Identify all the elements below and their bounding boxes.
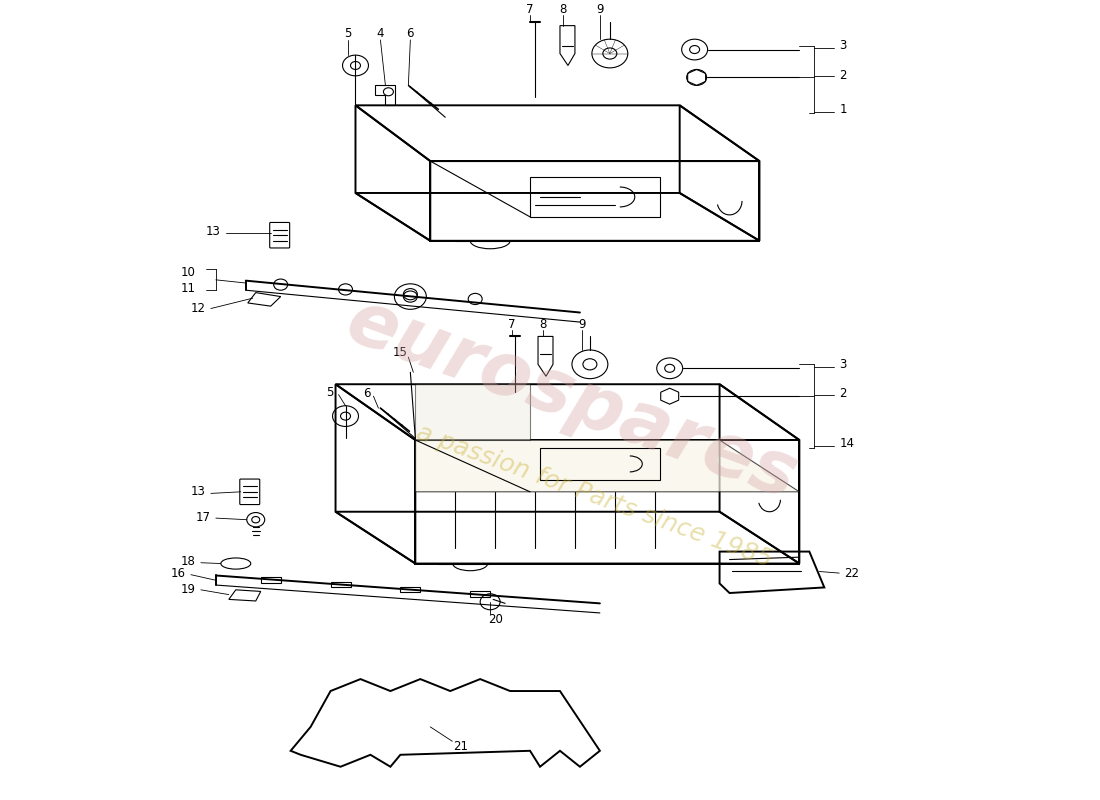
Text: 20: 20 <box>487 613 503 626</box>
Polygon shape <box>416 440 800 492</box>
Text: 13: 13 <box>206 225 221 238</box>
Text: 3: 3 <box>839 358 847 371</box>
Text: 15: 15 <box>393 346 408 359</box>
Text: 9: 9 <box>579 318 585 331</box>
Text: a passion for Parts since 1985: a passion for Parts since 1985 <box>412 420 776 571</box>
Text: 7: 7 <box>508 318 516 331</box>
Text: 9: 9 <box>596 3 604 16</box>
Text: 13: 13 <box>191 486 206 498</box>
Text: 4: 4 <box>376 27 384 40</box>
Text: 10: 10 <box>182 266 196 279</box>
Text: 21: 21 <box>453 740 468 754</box>
Text: 22: 22 <box>845 566 859 579</box>
Text: 3: 3 <box>839 39 847 52</box>
Text: 18: 18 <box>182 555 196 569</box>
Text: 16: 16 <box>170 566 186 579</box>
Text: 5: 5 <box>344 27 351 40</box>
Text: 2: 2 <box>839 387 847 400</box>
Text: 11: 11 <box>180 282 196 295</box>
Text: 1: 1 <box>839 103 847 116</box>
Text: 8: 8 <box>539 318 547 331</box>
Text: 6: 6 <box>407 27 414 40</box>
Text: 8: 8 <box>559 3 566 16</box>
Text: 14: 14 <box>839 438 855 450</box>
Text: 5: 5 <box>327 386 333 398</box>
Text: 12: 12 <box>191 302 206 315</box>
Text: 2: 2 <box>839 69 847 82</box>
Text: 7: 7 <box>526 3 534 16</box>
Polygon shape <box>416 384 530 440</box>
Text: 17: 17 <box>196 511 211 524</box>
Text: 6: 6 <box>363 387 371 400</box>
Text: eurospares: eurospares <box>337 285 807 515</box>
Text: 19: 19 <box>180 582 196 595</box>
